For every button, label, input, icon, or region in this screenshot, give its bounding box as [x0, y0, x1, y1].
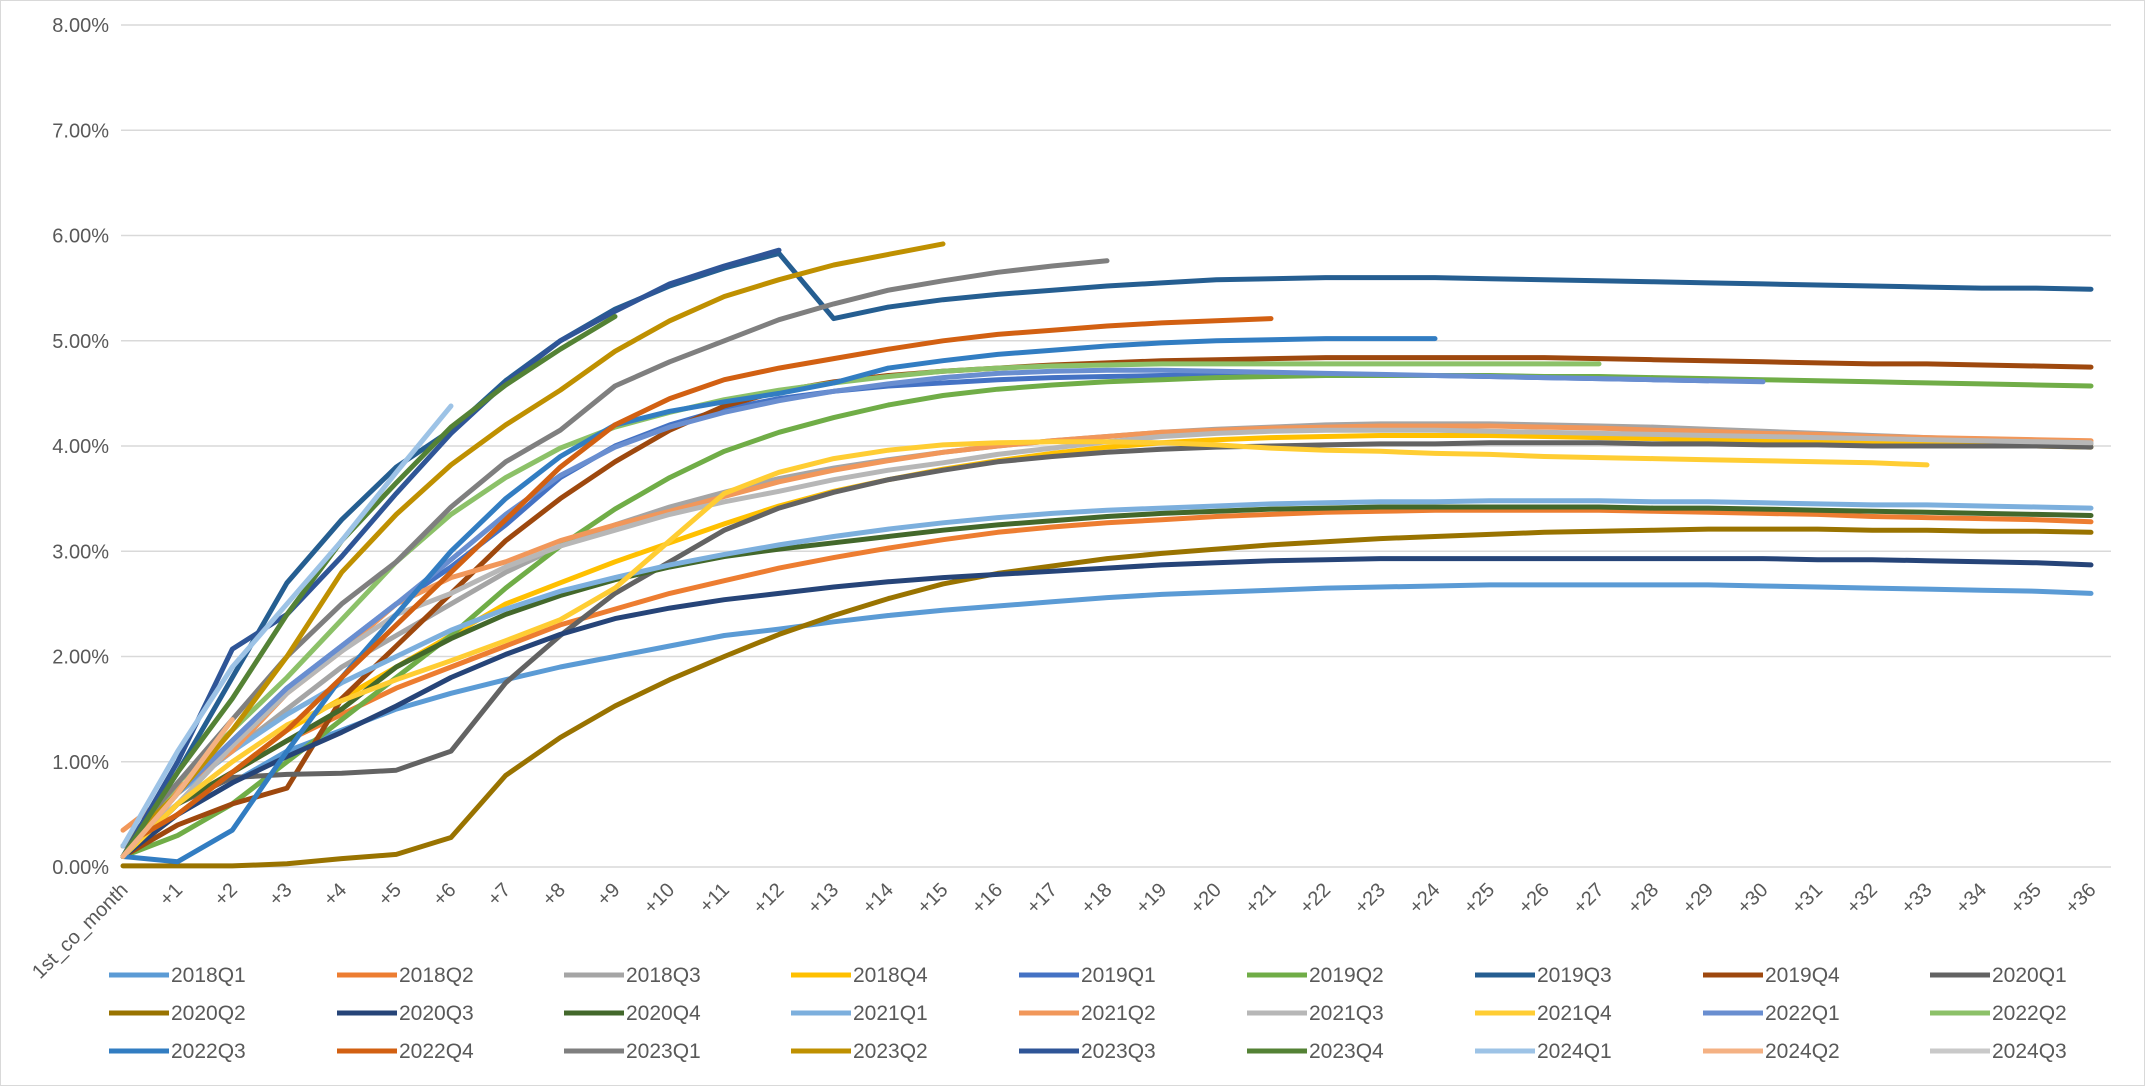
y-tick-label: 0.00%: [52, 857, 109, 879]
legend-label: 2020Q1: [1992, 964, 2067, 987]
legend-label: 2024Q2: [1765, 1040, 1840, 1063]
series-line-2023Q4: [120, 314, 618, 859]
series-line-2022Q1: [120, 367, 1766, 859]
x-tick-label: +2: [210, 879, 242, 911]
x-tick-label: +11: [695, 879, 734, 918]
legend-label: 2019Q1: [1081, 964, 1156, 987]
legend-label: 2022Q1: [1765, 1002, 1840, 1025]
legend-label: 2024Q1: [1537, 1040, 1612, 1063]
x-tick-label: +34: [1952, 879, 1992, 919]
x-tick-label: +12: [749, 879, 789, 919]
legend-label: 2019Q2: [1309, 964, 1384, 987]
x-tick-label: +10: [640, 879, 680, 919]
x-tick-label: +22: [1296, 879, 1336, 919]
series-line-2018Q1: [120, 582, 2094, 859]
series-line-2020Q4: [120, 504, 2094, 859]
series-line-2021Q2: [120, 423, 2094, 833]
x-tick-label: +23: [1350, 879, 1390, 919]
y-axis-ticks: 0.00% 1.00% 2.00% 3.00% 4.00% 5.00% 6.00% 7.00%…: [52, 15, 109, 879]
series-line-2022Q2: [120, 361, 1602, 859]
legend-label: 2022Q3: [171, 1040, 246, 1063]
x-tick-label: +29: [1678, 879, 1718, 919]
legend-label: 2023Q4: [1309, 1040, 1384, 1063]
x-tick-label: +4: [320, 879, 352, 911]
x-tick-label: +9: [593, 879, 625, 911]
legend-label: 2021Q2: [1081, 1002, 1156, 1025]
x-tick-label: +5: [374, 879, 406, 911]
x-tick-label: +24: [1405, 879, 1445, 919]
x-tick-label: +32: [1842, 879, 1882, 919]
series-line-2023Q2: [120, 241, 946, 849]
x-tick-label: +28: [1624, 879, 1664, 919]
x-tick-label: +25: [1460, 879, 1500, 919]
series-line-2021Q4: [120, 439, 1930, 859]
legend-label: 2022Q2: [1992, 1002, 2067, 1025]
series-line-2021Q1: [120, 498, 2094, 859]
legend-label: 2019Q4: [1765, 964, 1840, 987]
series-line-2024Q1: [120, 403, 454, 849]
legend-label: 2020Q4: [626, 1002, 701, 1025]
y-tick-label: 1.00%: [52, 752, 109, 774]
x-tick-label: +15: [913, 879, 953, 919]
x-tick-label: +26: [1514, 879, 1554, 919]
series-line-2018Q2: [120, 507, 2094, 859]
x-tick-label: +20: [1186, 879, 1226, 919]
x-tick-label: +13: [804, 879, 844, 919]
x-tick-label: 1st_co_month: [28, 879, 132, 983]
x-tick-label: +35: [2006, 879, 2046, 919]
legend-label: 2020Q3: [399, 1002, 474, 1025]
x-tick-label: +21: [1241, 879, 1281, 919]
x-tick-label: +3: [265, 879, 297, 911]
x-tick-label: +8: [538, 879, 570, 911]
y-tick-label: 4.00%: [52, 436, 109, 458]
legend-label: 2018Q1: [171, 964, 246, 987]
series-lines: [120, 241, 2094, 869]
y-tick-label: 5.00%: [52, 331, 109, 353]
series-line-2022Q3: [120, 336, 1438, 865]
y-tick-label: 6.00%: [52, 226, 109, 248]
series-line-2023Q3: [120, 247, 782, 859]
y-tick-label: 2.00%: [52, 647, 109, 669]
legend-label: 2021Q4: [1537, 1002, 1612, 1025]
legend: 2018Q1 2018Q2 2018Q3 2018Q4 2019Q1 2019Q2 2019…: [109, 964, 2067, 1063]
series-line-2020Q1: [120, 440, 2094, 859]
legend-label: 2019Q3: [1537, 964, 1612, 987]
legend-label: 2018Q3: [626, 964, 701, 987]
x-tick-label: +18: [1077, 879, 1117, 919]
series-line-2024Q2: [120, 717, 235, 859]
legend-label: 2018Q2: [399, 964, 474, 987]
x-tick-label: +6: [429, 879, 461, 911]
x-tick-label: +19: [1132, 879, 1172, 919]
y-tick-label: 8.00%: [52, 15, 109, 37]
x-tick-label: +1: [156, 879, 188, 911]
legend-label: 2022Q4: [399, 1040, 474, 1063]
x-tick-label: +16: [968, 879, 1008, 919]
x-tick-label: +27: [1569, 879, 1609, 919]
legend-label: 2021Q3: [1309, 1002, 1384, 1025]
legend-label: 2021Q1: [853, 1002, 928, 1025]
legend-label: 2024Q3: [1992, 1040, 2067, 1063]
series-line-2022Q4: [120, 316, 1274, 849]
legend-label: 2023Q2: [853, 1040, 928, 1063]
x-tick-label: +30: [1733, 879, 1773, 919]
legend-label: 2023Q1: [626, 1040, 701, 1063]
legend-label: 2023Q3: [1081, 1040, 1156, 1063]
legend-label: 2018Q4: [853, 964, 928, 987]
x-tick-label: +7: [484, 879, 516, 911]
x-tick-label: +17: [1022, 879, 1062, 919]
x-tick-label: +36: [2061, 879, 2101, 919]
series-line-2018Q3: [120, 421, 2094, 859]
series-line-2020Q3: [120, 556, 2094, 859]
x-tick-label: +31: [1788, 879, 1828, 919]
y-tick-label: 3.00%: [52, 541, 109, 563]
x-tick-label: +33: [1897, 879, 1937, 919]
legend-label: 2020Q2: [171, 1002, 246, 1025]
y-tick-label: 7.00%: [52, 120, 109, 142]
x-tick-label: +14: [858, 879, 898, 919]
series-line-2020Q2: [120, 526, 2094, 869]
